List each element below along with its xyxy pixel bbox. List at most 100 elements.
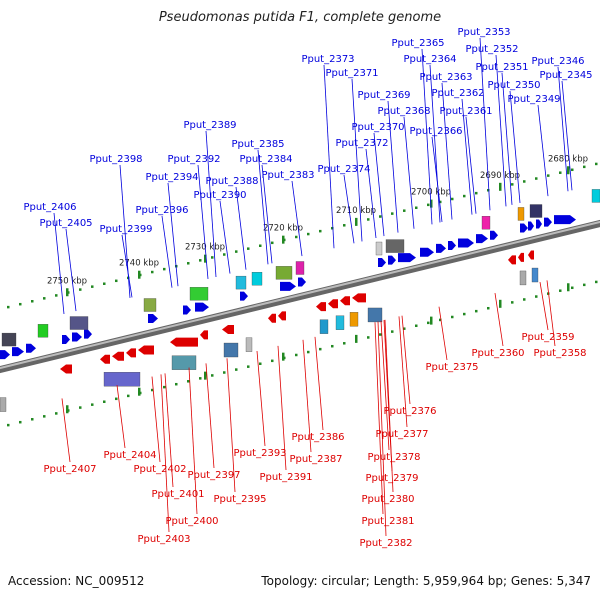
reverse-gene-arrow <box>316 302 326 312</box>
gene-leader-line <box>323 64 335 249</box>
gene-leader-line <box>398 316 408 428</box>
feature-box <box>591 189 600 203</box>
upper-track-dot <box>547 174 550 177</box>
forward-gene-arrow <box>554 215 576 225</box>
gene-label-reverse: Pput_2387 <box>289 454 342 465</box>
upper-track-dot <box>223 253 226 256</box>
lower-track-dot <box>439 318 442 322</box>
upper-track-dot <box>55 294 58 297</box>
gene-leader-line <box>501 72 513 205</box>
upper-track-dot <box>511 183 514 186</box>
genome-backbone <box>0 219 600 374</box>
forward-gene-arrow <box>388 255 396 265</box>
forward-gene-arrow <box>420 247 434 257</box>
gene-leader-line <box>429 64 441 223</box>
upper-track-dot <box>79 288 82 291</box>
tick-label: 2720 kbp <box>263 224 303 234</box>
upper-track-dot <box>427 203 430 207</box>
tick-label: 2700 kbp <box>411 188 451 198</box>
accession-label: Accession: NC_009512 <box>8 574 145 588</box>
gene-leader-line <box>197 164 209 279</box>
tick-label: 2690 kbp <box>480 171 520 181</box>
reverse-gene-arrow <box>126 348 136 358</box>
upper-track-dot <box>475 191 478 195</box>
reverse-gene-arrow <box>340 296 350 306</box>
lower-track-dot <box>127 394 130 398</box>
lower-track-dot <box>559 289 562 292</box>
upper-track-dot <box>343 224 346 227</box>
gene-label-reverse: Pput_2397 <box>187 470 240 481</box>
feature-box <box>375 241 383 256</box>
lower-track-dot <box>379 333 382 336</box>
gene-label-reverse: Pput_2377 <box>375 429 428 440</box>
lower-track-dot <box>247 365 250 368</box>
gene-label-reverse: Pput_2404 <box>103 450 156 461</box>
gene-leader-line <box>53 212 65 315</box>
lower-track-dot <box>319 347 322 351</box>
gene-leader-line <box>160 374 170 533</box>
upper-track-dot <box>103 282 106 285</box>
gene-leader-line <box>431 136 443 222</box>
gene-label-forward: Pput_2362 <box>431 88 484 99</box>
gene-leader-line <box>479 37 491 211</box>
lower-track-dot <box>7 423 10 427</box>
gene-label-reverse: Pput_2393 <box>233 448 286 459</box>
feature-box <box>103 372 141 387</box>
forward-gene-arrow <box>26 343 36 353</box>
lower-track-dot <box>79 406 82 409</box>
forward-gene-arrow <box>398 253 416 263</box>
gene-label-reverse: Pput_2378 <box>367 452 420 463</box>
upper-track-dot <box>559 171 562 174</box>
gene-label-forward: Pput_2350 <box>487 80 540 91</box>
feature-box <box>245 337 253 352</box>
reverse-gene-arrow <box>278 311 286 321</box>
gene-label-forward: Pput_2384 <box>239 154 292 165</box>
gene-leader-line <box>373 132 385 237</box>
lower-track-dot <box>331 344 334 348</box>
gene-label-forward: Pput_2345 <box>539 70 592 81</box>
forward-gene-arrow <box>240 291 248 301</box>
tick-label: 2710 kbp <box>336 206 376 216</box>
gene-label-forward: Pput_2383 <box>261 170 314 181</box>
gene-leader-line <box>380 320 390 451</box>
gene-label-forward: Pput_2394 <box>145 172 198 183</box>
gene-label-forward: Pput_2399 <box>99 224 152 235</box>
lower-track-dot <box>391 330 394 333</box>
lower-track-dot <box>175 382 178 386</box>
genome-summary: Topology: circular; Length: 5,959,964 bp… <box>261 574 591 588</box>
gene-leader-line <box>384 319 394 493</box>
lower-track-dot <box>199 377 202 380</box>
upper-track-dot <box>259 244 262 247</box>
gene-label-reverse: Pput_2395 <box>213 494 266 505</box>
upper-track-dot <box>463 194 466 198</box>
tick-mark <box>66 405 69 414</box>
gene-label-reverse: Pput_2402 <box>133 464 186 475</box>
gene-label-forward: Pput_2369 <box>357 90 410 101</box>
upper-track-dot <box>583 165 586 169</box>
reverse-gene-arrow <box>60 364 72 374</box>
lower-track-dot <box>463 312 466 316</box>
lower-track-dot <box>211 374 214 377</box>
feature-box <box>171 355 197 370</box>
gene-leader-line <box>438 306 448 361</box>
feature-box <box>235 275 247 290</box>
feature-box <box>251 272 263 286</box>
lower-track-dot <box>403 327 406 330</box>
feature-box <box>335 315 345 330</box>
lower-track-dot <box>115 397 118 401</box>
tick-label: 2680 kbp <box>548 154 588 164</box>
gene-leader-line <box>377 321 387 537</box>
upper-track-dot <box>451 197 454 201</box>
gene-label-forward: Pput_2406 <box>23 202 76 213</box>
gene-leader-line <box>441 82 453 220</box>
gene-leader-line <box>219 200 231 274</box>
gene-label-reverse: Pput_2358 <box>533 348 586 359</box>
upper-track-dot <box>487 188 490 192</box>
upper-track-dot <box>391 212 394 215</box>
gene-leader-line <box>465 116 477 214</box>
gene-leader-line <box>61 398 71 463</box>
upper-track-dot <box>379 215 382 218</box>
upper-track-dot <box>115 279 118 283</box>
